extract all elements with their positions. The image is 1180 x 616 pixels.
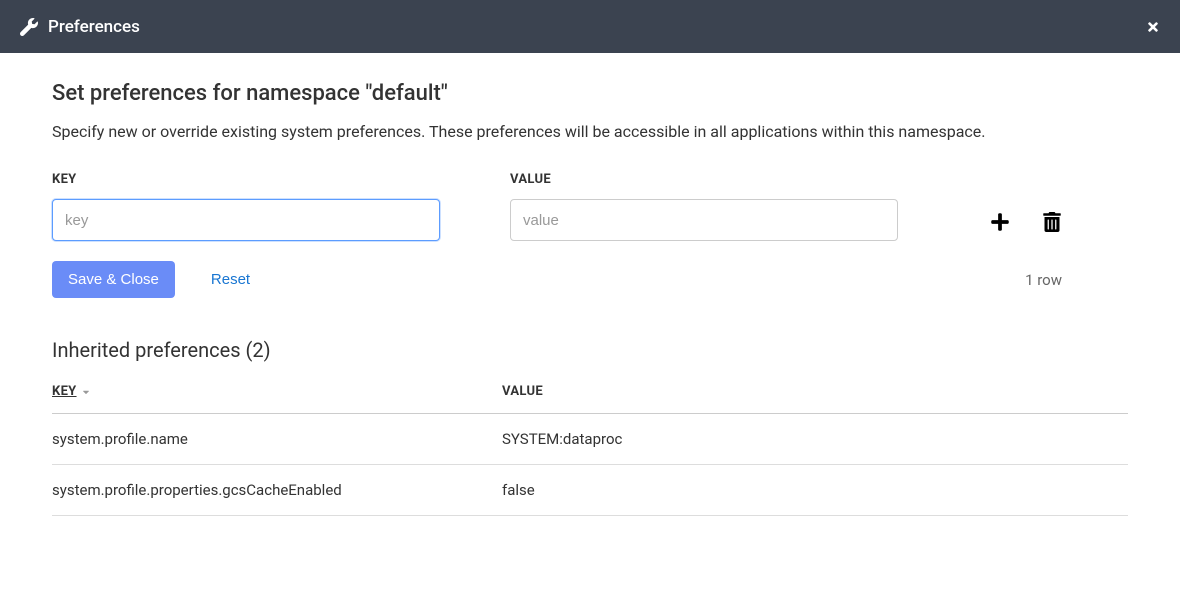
value-col: VALUE <box>510 172 898 241</box>
content: Set preferences for namespace "default" … <box>0 53 1180 544</box>
modal-header: Preferences <box>0 0 1180 53</box>
button-row: Save & Close Reset 1 row <box>52 261 1128 298</box>
key-label: KEY <box>52 172 440 187</box>
page-title: Set preferences for namespace "default" <box>52 81 1128 106</box>
inherited-title: Inherited preferences (2) <box>52 338 1128 362</box>
row-count: 1 row <box>1025 271 1128 289</box>
inherited-col-key-header[interactable]: KEY <box>52 384 502 399</box>
inherited-row-key: system.profile.properties.gcsCacheEnable… <box>52 481 502 499</box>
key-input[interactable] <box>52 199 440 241</box>
close-icon[interactable] <box>1146 20 1160 34</box>
inherited-row-value: SYSTEM:dataproc <box>502 430 1128 448</box>
inherited-row-key: system.profile.name <box>52 430 502 448</box>
value-label: VALUE <box>510 172 898 187</box>
key-col: KEY <box>52 172 440 241</box>
reset-button[interactable]: Reset <box>211 271 250 288</box>
inherited-table-head: KEY VALUE <box>52 384 1128 414</box>
header-title: Preferences <box>48 17 140 37</box>
wrench-icon <box>20 18 38 36</box>
header-left: Preferences <box>20 17 140 37</box>
value-input[interactable] <box>510 199 898 241</box>
inherited-table-row: system.profile.properties.gcsCacheEnable… <box>52 465 1128 516</box>
row-action-icons <box>990 212 1128 241</box>
inherited-col-key-label: KEY <box>52 384 77 399</box>
page-description: Specify new or override existing system … <box>52 120 1128 144</box>
inherited-col-value-header: VALUE <box>502 384 1128 399</box>
inherited-table: KEY VALUE system.profile.nameSYSTEM:data… <box>52 384 1128 516</box>
inherited-table-row: system.profile.nameSYSTEM:dataproc <box>52 414 1128 465</box>
sort-caret-icon <box>81 387 91 397</box>
delete-row-icon[interactable] <box>1042 212 1062 232</box>
form-row: KEY VALUE <box>52 172 1128 241</box>
inherited-row-value: false <box>502 481 1128 499</box>
save-close-button[interactable]: Save & Close <box>52 261 175 298</box>
add-row-icon[interactable] <box>990 212 1010 232</box>
